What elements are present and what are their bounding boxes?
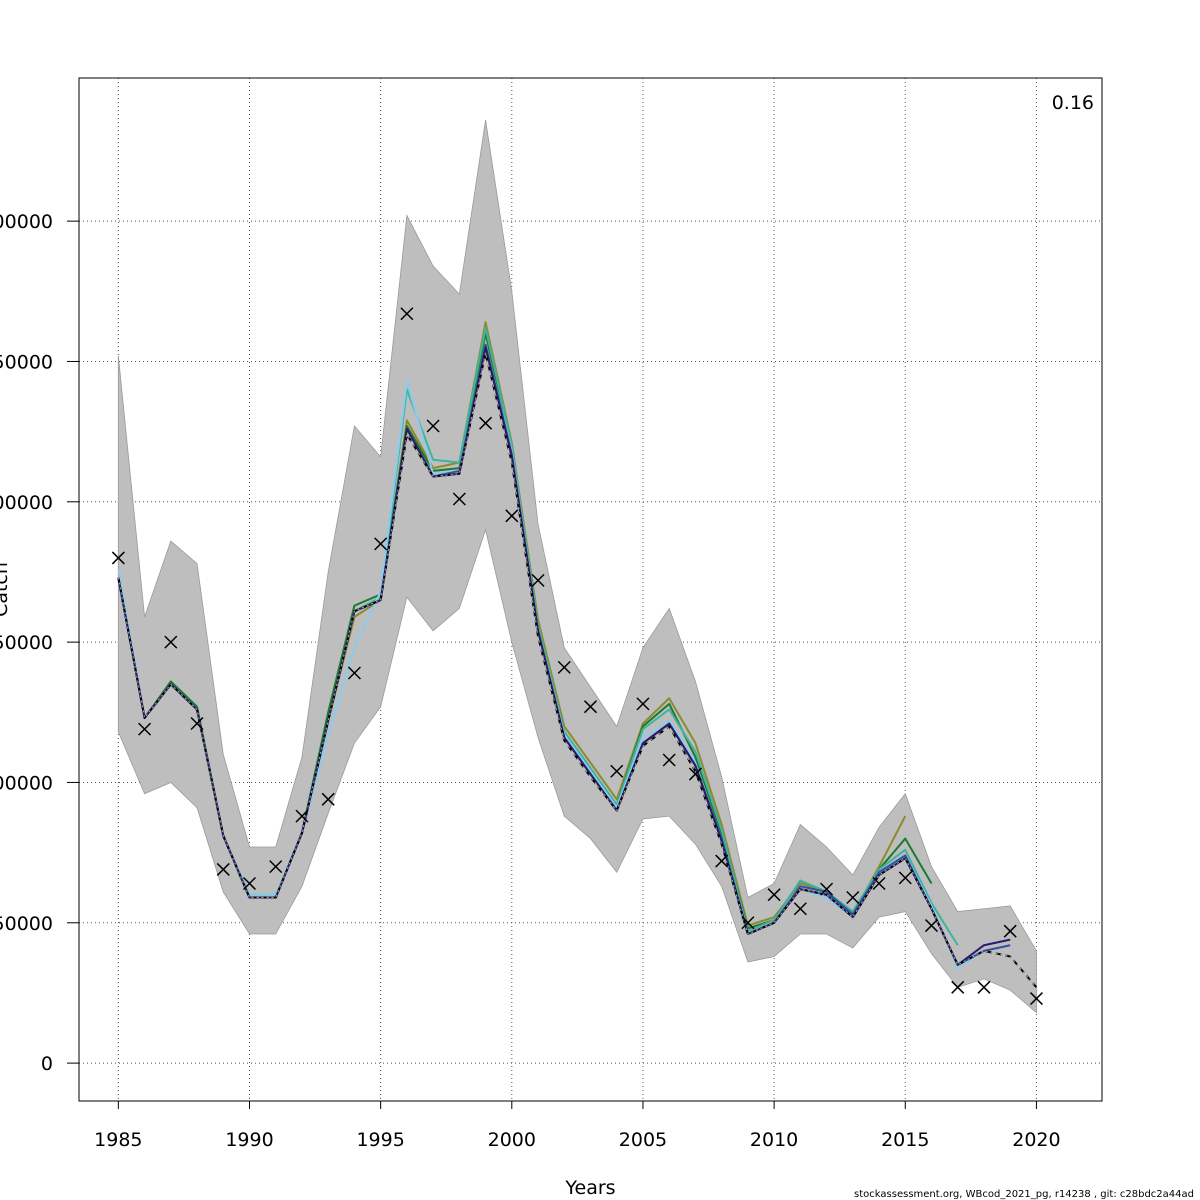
observation-point (347, 666, 361, 680)
observation-point (400, 307, 414, 321)
observation-stroke (531, 573, 545, 587)
observation-stroke (898, 871, 912, 885)
y-tick-label: 300000 (0, 211, 53, 233)
observation-stroke (951, 980, 965, 994)
observation-stroke (820, 882, 834, 896)
observation-point (452, 492, 466, 506)
observation-point (531, 573, 545, 587)
observation-point (479, 416, 493, 430)
observation-stroke (242, 876, 257, 891)
observation-stroke (347, 666, 361, 680)
y-tick-label: 100000 (0, 772, 53, 794)
observation-point (977, 980, 991, 994)
observation-point (505, 509, 519, 523)
observation-point (767, 888, 781, 902)
observation-point (1029, 992, 1043, 1006)
observation-point (583, 700, 598, 714)
observation-stroke (610, 764, 624, 778)
observation-point (426, 419, 440, 433)
x-tick-label: 2010 (750, 1129, 798, 1151)
observation-stroke (872, 876, 886, 891)
observation-point (111, 551, 125, 565)
observation-point (295, 809, 309, 823)
observation-point (557, 660, 571, 674)
observation-stroke (111, 551, 125, 565)
observation-stroke (977, 980, 991, 994)
observation-point (321, 792, 335, 806)
observation-point (164, 635, 178, 649)
y-tick-label: 0 (41, 1053, 53, 1075)
observation-point (924, 919, 939, 933)
observation-stroke (321, 792, 335, 806)
confidence-band-layer (117, 120, 1037, 1014)
observation-stroke (583, 700, 598, 714)
observation-point (190, 716, 204, 731)
observation-stroke (662, 753, 676, 767)
observation-point (242, 876, 257, 891)
observation-stroke (924, 919, 939, 933)
observation-stroke (190, 716, 204, 731)
x-tick-label: 1995 (356, 1129, 404, 1151)
observation-stroke (557, 660, 571, 674)
series-line (117, 352, 1037, 988)
observation-stroke (216, 862, 230, 876)
observation-stroke (715, 854, 729, 868)
observation-point (688, 767, 702, 781)
observation-point (820, 882, 834, 896)
observation-point (715, 854, 729, 868)
observation-point (951, 980, 965, 994)
observation-stroke (138, 722, 152, 736)
observation-point (216, 862, 230, 876)
observation-stroke (426, 419, 440, 433)
x-tick-label: 1990 (225, 1129, 273, 1151)
footer-credit: stockassessment.org, WBcod_2021_pg, r142… (854, 1189, 1194, 1200)
x-axis-title: Years (564, 1177, 615, 1199)
axes: 1985 1990 1995 2000 2005 2010 2015 2020 0 50000 10… (0, 211, 1061, 1151)
observation-point (898, 871, 912, 885)
corner-label: 0.16 (1052, 92, 1094, 114)
observation-point (610, 764, 624, 778)
y-axis-title: Catch (0, 562, 12, 617)
observation-markers-layer (111, 307, 1043, 1006)
observation-stroke (688, 767, 702, 781)
observation-point (138, 722, 152, 736)
observation-stroke (741, 916, 755, 930)
x-tick-label: 2005 (619, 1129, 667, 1151)
observation-stroke (505, 509, 519, 523)
observation-stroke (374, 537, 388, 551)
observation-stroke (269, 860, 283, 874)
observation-stroke (846, 890, 860, 905)
x-tick-label: 2015 (881, 1129, 929, 1151)
observation-stroke (479, 416, 493, 430)
series-lines-layer (117, 321, 1038, 988)
observation-point (636, 697, 650, 711)
observation-stroke (400, 307, 414, 321)
observation-point (662, 753, 676, 767)
observation-stroke (793, 902, 807, 916)
observation-point (1003, 924, 1017, 938)
observation-stroke (164, 635, 178, 649)
observation-point (846, 890, 860, 905)
y-tick-label: 150000 (0, 632, 53, 654)
observation-stroke (636, 697, 650, 711)
x-tick-label: 2020 (1012, 1129, 1060, 1151)
y-tick-label: 50000 (0, 913, 53, 935)
x-tick-label: 2000 (488, 1129, 536, 1151)
observation-stroke (1003, 924, 1017, 938)
y-tick-label: 250000 (0, 351, 53, 373)
observation-point (269, 860, 283, 874)
confidence-band (117, 120, 1037, 1014)
x-tick-label: 1985 (94, 1129, 142, 1151)
observation-stroke (295, 809, 309, 823)
observation-stroke (767, 888, 781, 902)
observation-stroke (452, 492, 466, 506)
observation-stroke (1029, 992, 1043, 1006)
observation-point (741, 916, 755, 930)
observation-point (793, 902, 807, 916)
observation-point (374, 537, 388, 551)
observation-point (872, 876, 886, 891)
